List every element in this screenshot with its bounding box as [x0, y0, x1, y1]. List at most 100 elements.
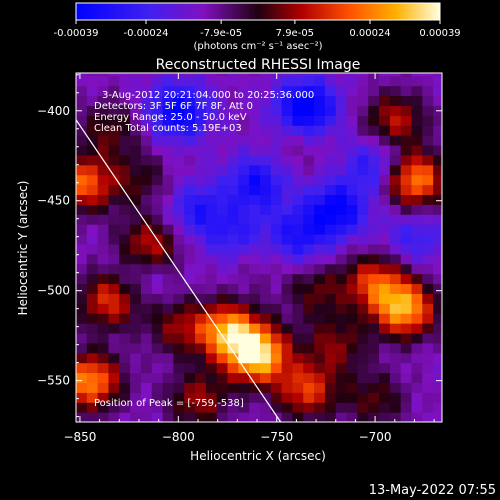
heatmap-cell: [357, 154, 369, 166]
heatmap-cell: [270, 105, 283, 116]
heatmap-cell: [379, 283, 391, 294]
heatmap-cell: [97, 224, 110, 235]
heatmap-cell: [270, 194, 283, 205]
heatmap-cell: [422, 402, 434, 413]
heatmap-cell: [184, 323, 196, 334]
heatmap-cell: [238, 75, 250, 87]
heatmap-cell: [140, 224, 153, 235]
heatmap-cell: [259, 372, 272, 384]
heatmap-cell: [335, 303, 348, 314]
heatmap-cell: [335, 342, 348, 354]
heatmap-cell: [76, 174, 88, 186]
heatmap-cell: [422, 224, 434, 235]
colorbar-unit-label: (photons cm⁻² s⁻¹ asec⁻²): [193, 41, 322, 52]
colorbar-tick-label: -0.00024: [124, 28, 169, 39]
heatmap-cell: [433, 73, 442, 77]
heatmap-cell: [389, 323, 402, 334]
heatmap-cell: [335, 402, 348, 413]
heatmap-cell: [433, 402, 442, 413]
annotation-block: 3-Aug-2012 20:21:04.000 to 20:25:36.000D…: [94, 90, 314, 134]
heatmap-cell: [346, 204, 358, 215]
heatmap-cell: [281, 313, 294, 324]
heatmap-cell: [205, 174, 218, 186]
heatmap-cell: [195, 234, 207, 245]
heatmap-cell: [238, 85, 250, 97]
heatmap-cell: [357, 224, 369, 235]
heatmap-cell: [184, 402, 196, 413]
heatmap-cell: [216, 362, 229, 374]
y-tick-label: −400: [37, 104, 70, 118]
heatmap-cell: [292, 194, 304, 205]
heatmap-cell: [249, 313, 261, 324]
heatmap-cell: [292, 313, 304, 324]
heatmap-cell: [379, 174, 391, 186]
heatmap-cell: [119, 214, 131, 225]
heatmap-cell: [205, 125, 218, 136]
heatmap-cell: [292, 352, 304, 364]
heatmap-cell: [389, 204, 402, 215]
heatmap-cell: [140, 174, 153, 186]
heatmap-cell: [162, 382, 174, 393]
heatmap-cell: [379, 214, 391, 225]
heatmap-cell: [249, 194, 261, 205]
heatmap-cell: [346, 263, 358, 275]
heatmap-cell: [205, 372, 218, 384]
heatmap-cell: [335, 144, 348, 156]
heatmap-cell: [97, 412, 110, 422]
heatmap-cell: [151, 402, 164, 413]
heatmap-cell: [184, 75, 196, 87]
heatmap-cell: [140, 144, 153, 156]
heatmap-cell: [173, 75, 185, 87]
heatmap-cell: [216, 273, 229, 285]
heatmap-cell: [411, 342, 423, 354]
heatmap-cell: [270, 85, 283, 97]
heatmap-cell: [173, 105, 185, 116]
solar-limb-line: [75, 119, 282, 423]
heatmap-cell: [303, 105, 315, 116]
heatmap-cell: [379, 313, 391, 324]
heatmap-cell: [281, 392, 294, 403]
heatmap-cell: [335, 95, 348, 106]
heatmap-cell: [379, 263, 391, 275]
heatmap-cell: [119, 382, 131, 393]
heatmap-cell: [216, 392, 229, 403]
heatmap-cell: [422, 372, 434, 384]
heatmap-cell: [249, 105, 261, 116]
heatmap-cell: [357, 85, 369, 97]
heatmap-cell: [119, 164, 131, 176]
heatmap-cell: [195, 313, 207, 324]
heatmap-cell: [335, 75, 348, 87]
heatmap-cell: [130, 392, 142, 403]
heatmap-cell: [379, 303, 391, 314]
heatmap-cell: [195, 144, 207, 156]
heatmap-cell: [119, 204, 131, 215]
heatmap-cell: [314, 174, 326, 186]
heatmap-cell: [357, 194, 369, 205]
heatmap-cell: [205, 243, 218, 255]
heatmap-cell: [238, 204, 250, 215]
heatmap-cell: [162, 372, 174, 384]
heatmap-cell: [151, 95, 164, 106]
heatmap-cell: [227, 73, 239, 77]
heatmap-cell: [140, 303, 153, 314]
heatmap-cell: [173, 204, 185, 215]
heatmap-cell: [108, 402, 120, 413]
heatmap-cell: [411, 332, 423, 344]
heatmap-cell: [411, 234, 423, 245]
heatmap-cell: [184, 174, 196, 186]
heatmap-cell: [162, 174, 174, 186]
heatmap-cell: [357, 253, 369, 265]
heatmap-cell: [368, 323, 380, 334]
heatmap-cell: [205, 224, 218, 235]
heatmap-cell: [227, 174, 239, 186]
heatmap-cell: [162, 253, 174, 265]
heatmap-cell: [227, 382, 239, 393]
heatmap-cell: [335, 352, 348, 364]
heatmap-cell: [292, 95, 304, 106]
heatmap-cell: [411, 164, 423, 176]
heatmap-cell: [119, 392, 131, 403]
heatmap-cell: [130, 303, 142, 314]
heatmap-cell: [433, 194, 442, 205]
heatmap-cell: [151, 382, 164, 393]
heatmap-cell: [130, 283, 142, 294]
